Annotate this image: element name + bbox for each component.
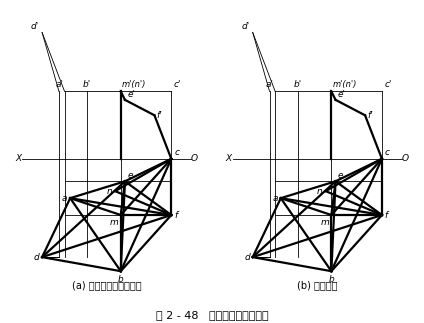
Text: O: O <box>402 154 408 163</box>
Text: f': f' <box>367 111 373 120</box>
Text: c': c' <box>173 80 181 89</box>
Text: e: e <box>338 171 343 180</box>
Text: c: c <box>385 149 390 157</box>
Text: c': c' <box>384 80 392 89</box>
Text: m: m <box>321 218 329 227</box>
Text: e': e' <box>127 90 135 99</box>
Text: b': b' <box>83 80 91 89</box>
Text: d: d <box>244 253 250 262</box>
Text: f': f' <box>157 111 162 120</box>
Text: c: c <box>174 149 179 157</box>
Text: n: n <box>106 187 112 196</box>
Text: (b) 作图结果: (b) 作图结果 <box>297 280 338 290</box>
Text: a': a' <box>266 80 274 89</box>
Text: d': d' <box>31 22 39 31</box>
Text: a: a <box>273 194 278 203</box>
Text: X: X <box>15 154 21 163</box>
Text: b: b <box>329 276 334 284</box>
Text: b': b' <box>293 80 302 89</box>
Text: a': a' <box>55 80 63 89</box>
Text: e: e <box>127 171 133 180</box>
Text: m'(n'): m'(n') <box>122 80 147 89</box>
Text: (a) 已知条件和作图过程: (a) 已知条件和作图过程 <box>72 280 142 290</box>
Text: d': d' <box>242 22 250 31</box>
Text: X: X <box>226 154 232 163</box>
Text: m: m <box>110 218 118 227</box>
Text: f: f <box>174 211 177 220</box>
Text: b: b <box>118 276 124 284</box>
Text: a: a <box>62 194 67 203</box>
Text: e': e' <box>338 90 346 99</box>
Text: d: d <box>33 253 39 262</box>
Text: n: n <box>317 187 323 196</box>
Text: m'(n'): m'(n') <box>333 80 357 89</box>
Text: 图 2 - 48   水平面与正垂面相交: 图 2 - 48 水平面与正垂面相交 <box>156 310 268 320</box>
Text: O: O <box>191 154 198 163</box>
Text: f: f <box>385 211 388 220</box>
